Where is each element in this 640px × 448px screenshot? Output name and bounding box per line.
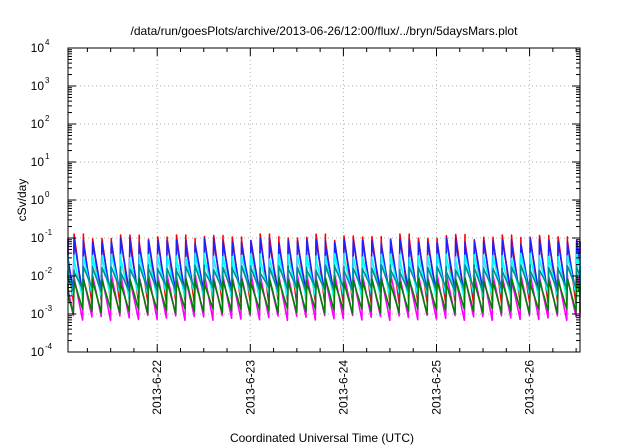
x-tick-label: 2013-6-24: [336, 360, 350, 415]
y-tick-exponent: -3: [45, 304, 53, 313]
y-tick-exponent: 2: [45, 114, 50, 123]
y-tick-label: 10: [31, 269, 45, 283]
series-line: [67, 264, 581, 293]
y-tick-label: 10: [31, 79, 45, 93]
y-tick-exponent: 1: [45, 152, 50, 161]
y-tick-exponent: -1: [45, 228, 53, 237]
series-group: [67, 233, 581, 322]
y-tick-label: 10: [31, 231, 45, 245]
y-tick-label: 10: [31, 155, 45, 169]
y-tick-exponent: -4: [45, 342, 53, 351]
y-tick-exponent: 4: [45, 38, 50, 47]
y-tick-exponent: 0: [45, 190, 50, 199]
y-tick-exponent: 3: [45, 76, 50, 85]
grid: [68, 48, 580, 352]
y-tick-label: 10: [31, 41, 45, 55]
y-tick-label: 10: [31, 193, 45, 207]
x-tick-label: 2013-6-23: [243, 360, 257, 415]
y-tick-label: 10: [31, 117, 45, 131]
chart-title: /data/run/goesPlots/archive/2013-06-26/1…: [131, 24, 519, 38]
series-line: [67, 277, 581, 315]
x-tick-label: 2013-6-22: [150, 360, 164, 415]
x-tick-label: 2013-6-25: [429, 360, 443, 415]
x-axis: 2013-6-22 2013-6-23 2013-6-24 2013-6-25 2013…: [86, 48, 577, 415]
y-tick-label: 10: [31, 307, 45, 321]
series-line: [67, 237, 581, 297]
y-tick-label: 10: [31, 345, 45, 359]
y-axis-label: cSv/day: [15, 179, 29, 222]
x-tick-label: 2013-6-26: [523, 360, 537, 415]
y-tick-exponent: -2: [45, 266, 53, 275]
x-axis-label: Coordinated Universal Time (UTC): [230, 431, 414, 445]
